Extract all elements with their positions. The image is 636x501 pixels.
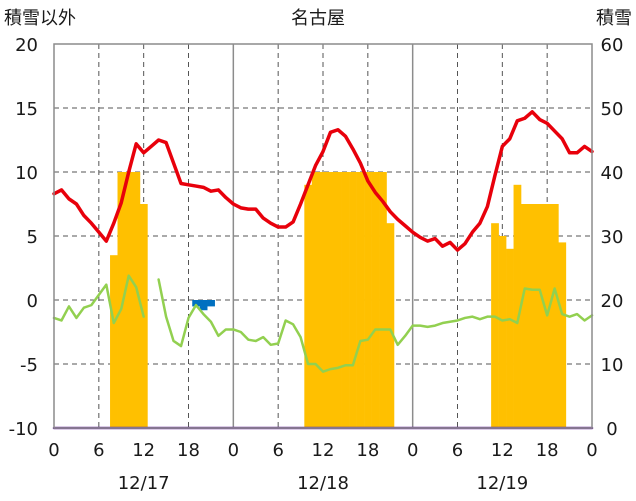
x-tick-label: 0 [586, 440, 597, 461]
snow-bar [513, 184, 522, 428]
precip-bar [207, 300, 215, 307]
series-line [52, 274, 594, 373]
snow-bar [506, 248, 514, 428]
date-label: 12/19 [476, 473, 528, 494]
x-tick-label: 6 [452, 440, 463, 461]
snow-bar [319, 172, 328, 428]
left-axis-label: 積雪以外 [4, 8, 76, 29]
left-axis-ticks: -10 -5 0 5 10 15 20 [9, 35, 38, 440]
date-label: 12/18 [297, 473, 349, 494]
snow-bar [334, 172, 342, 428]
snow-bar [371, 172, 380, 428]
snow-depth-bars [110, 172, 567, 428]
snow-bar [110, 255, 118, 428]
date-labels: 12/17 12/18 12/19 [118, 473, 529, 494]
x-tick-label: 12 [491, 440, 514, 461]
plot-frame [53, 43, 593, 429]
right-axis-label: 積雪 [596, 8, 632, 29]
date-label: 12/17 [118, 473, 170, 494]
x-axis-ticks: 0 6 12 18 0 6 12 18 0 6 12 18 0 [48, 440, 597, 461]
right-tick-label: 30 [601, 227, 624, 248]
x-tick-label: 18 [536, 440, 559, 461]
left-tick-label: 5 [27, 227, 38, 248]
left-tick-label: 10 [15, 163, 38, 184]
right-tick-label: 50 [601, 99, 624, 120]
snow-bar [521, 204, 529, 428]
snow-bar [356, 172, 365, 428]
x-tick-label: 12 [132, 440, 155, 461]
right-tick-label: 0 [606, 419, 617, 440]
snow-bar [558, 242, 567, 428]
left-tick-label: 20 [15, 35, 38, 56]
right-tick-label: 60 [601, 35, 624, 56]
chart-title: 名古屋 [291, 8, 345, 29]
x-tick-label: 6 [272, 440, 283, 461]
x-tick-label: 18 [356, 440, 379, 461]
x-tick-label: 18 [177, 440, 200, 461]
snow-bar [498, 236, 507, 428]
snow-bar [535, 204, 544, 428]
snow-bar [364, 172, 372, 428]
snow-bar [117, 172, 126, 428]
snow-bar [124, 172, 133, 428]
snow-bar [491, 223, 499, 428]
precip-bar [192, 300, 201, 307]
snow-bar [341, 172, 350, 428]
snow-bar [311, 172, 320, 428]
left-tick-label: -5 [20, 355, 38, 376]
snow-bar [528, 204, 537, 428]
precip-bar [199, 300, 208, 311]
x-tick-label: 0 [407, 440, 418, 461]
x-tick-label: 0 [48, 440, 59, 461]
right-tick-label: 10 [601, 355, 624, 376]
x-tick-label: 12 [312, 440, 335, 461]
snow-bar [326, 172, 335, 428]
left-tick-label: 15 [15, 99, 38, 120]
snow-bar [386, 223, 395, 428]
x-tick-label: 6 [93, 440, 104, 461]
left-tick-label: -10 [9, 419, 38, 440]
snow-bar [379, 172, 387, 428]
right-tick-label: 20 [601, 291, 624, 312]
snow-bar [550, 204, 559, 428]
left-tick-label: 0 [27, 291, 38, 312]
snow-bar [304, 184, 313, 428]
snow-bar [349, 172, 357, 428]
right-axis-ticks: 0 10 20 30 40 50 60 [601, 35, 624, 440]
precipitation-bars [192, 300, 215, 311]
x-tick-label: 0 [228, 440, 239, 461]
snow-bar [132, 172, 141, 428]
right-tick-label: 40 [601, 163, 624, 184]
series-line [52, 110, 594, 252]
